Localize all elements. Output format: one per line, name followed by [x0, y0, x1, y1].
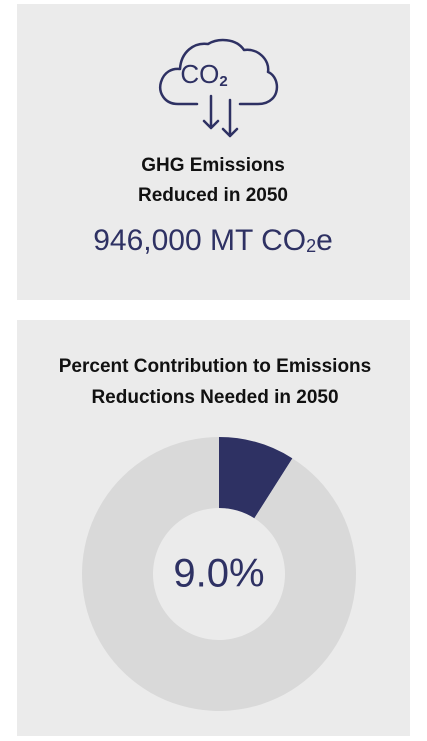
icon-co: CO	[180, 59, 219, 89]
chart-title-line: Reductions Needed in 2050	[91, 387, 338, 408]
kpi-value-sub: 2	[306, 236, 316, 256]
icon-text: CO2	[180, 59, 227, 90]
icon-sub: 2	[219, 73, 227, 90]
cloud-icon	[159, 38, 279, 138]
kpi-value-main: 946,000 MT CO	[93, 224, 306, 257]
donut-segment	[219, 437, 293, 519]
kpi-title-line: GHG Emissions	[141, 155, 285, 176]
kpi-value-end: e	[316, 224, 333, 257]
donut-label: 9.0%	[173, 552, 264, 596]
kpi-value: 946,000 MT CO2e	[93, 224, 333, 257]
donut-segment	[81, 437, 356, 711]
kpi-title-line: Reduced in 2050	[138, 185, 288, 206]
kpi-card	[17, 4, 410, 300]
chart-title-line: Percent Contribution to Emissions	[59, 356, 371, 377]
